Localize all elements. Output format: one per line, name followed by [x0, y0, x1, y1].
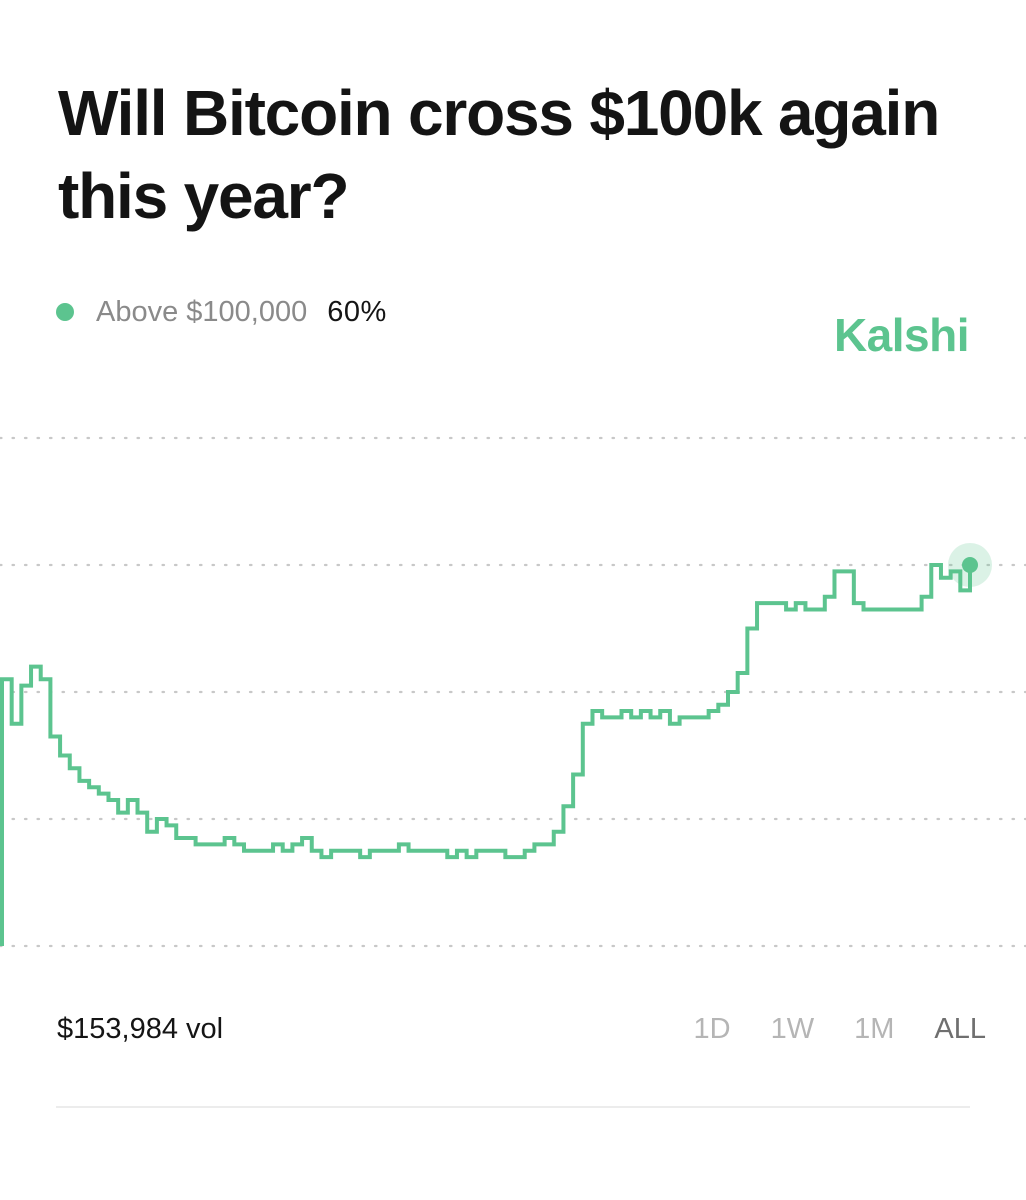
kalshi-logo: Kalshi: [833, 309, 970, 361]
legend-value: 60%: [327, 295, 387, 328]
series-dot-icon: [56, 303, 74, 321]
price-chart: [0, 436, 1026, 948]
range-1m-button[interactable]: 1M: [854, 1013, 895, 1045]
market-title: Will Bitcoin cross $100k again this year…: [58, 77, 940, 232]
divider: [56, 1106, 970, 1108]
time-range-selector: 1D 1W 1M ALL: [654, 1013, 986, 1046]
current-point: [962, 557, 978, 573]
series-line: [0, 563, 972, 946]
range-1w-button[interactable]: 1W: [770, 1013, 815, 1045]
chart-legend: Above $100,000 60%: [56, 294, 387, 330]
legend-label: Above $100,000: [96, 295, 308, 328]
range-all-button[interactable]: ALL: [934, 1013, 986, 1045]
volume-label: $153,984 vol: [57, 1013, 224, 1045]
range-1d-button[interactable]: 1D: [693, 1013, 731, 1045]
